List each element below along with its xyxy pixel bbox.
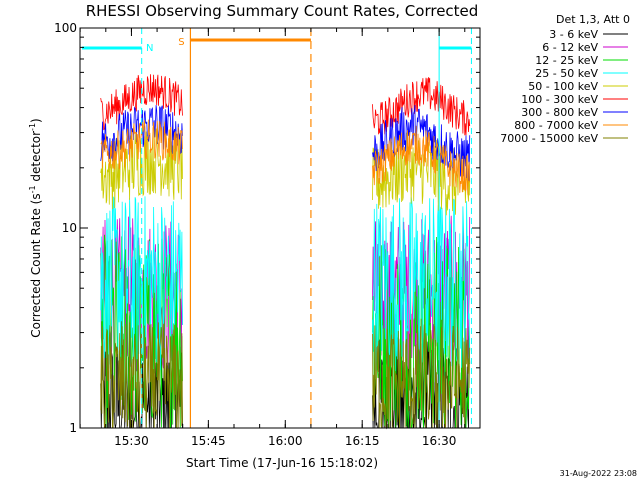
y-tick-label: 100 [54,21,77,35]
series-3 [100,192,471,372]
legend-label: 300 - 800 keV [521,106,598,119]
x-tick-label: 16:15 [345,434,380,448]
x-axis-label: Start Time (17-Jun-16 15:18:02) [186,456,378,470]
legend-label: 25 - 50 keV [535,67,598,80]
annotation-s: S [178,37,184,48]
x-tick-label: 16:30 [422,434,457,448]
chart-title: RHESSI Observing Summary Count Rates, Co… [86,2,479,20]
y-tick-label: 10 [62,221,77,235]
series-line-7-1 [372,125,471,195]
legend-header: Det 1,3, Att 0 [556,13,630,26]
legend-label: 12 - 25 keV [535,54,598,67]
legend-label: 3 - 6 keV [549,28,598,41]
y-axis-label: Corrected Count Rate (s-1 detector-1) [28,118,43,337]
x-tick-label: 16:00 [268,434,303,448]
timestamp: 31-Aug-2022 23:08 [560,469,637,478]
series-line-3-1 [372,197,471,372]
legend-label: 7000 - 15000 keV [500,132,598,145]
series-line-8-0 [100,322,183,430]
legend-label: 6 - 12 keV [542,41,598,54]
series-line-8-1 [372,324,471,429]
y-tick-label: 1 [69,421,77,435]
series-5 [100,74,471,136]
axis-layer: 1 10 100 15:30 15:45 16:00 16:15 16:30 [54,21,481,448]
x-tick-label: 15:30 [114,434,149,448]
legend-label: 100 - 300 keV [521,93,598,106]
series-line-5-0 [100,74,183,131]
legend-label: 50 - 100 keV [528,80,598,93]
series-line-3-0 [100,192,183,371]
legend-label: 800 - 7000 keV [514,119,598,132]
annotation-n: N [146,43,153,54]
series-7 [100,119,471,195]
marker-layer: NS [82,28,472,428]
x-tick-label: 15:45 [191,434,226,448]
series-line-5-1 [372,77,471,136]
series-8 [100,322,471,430]
series-line-7-0 [100,119,183,170]
